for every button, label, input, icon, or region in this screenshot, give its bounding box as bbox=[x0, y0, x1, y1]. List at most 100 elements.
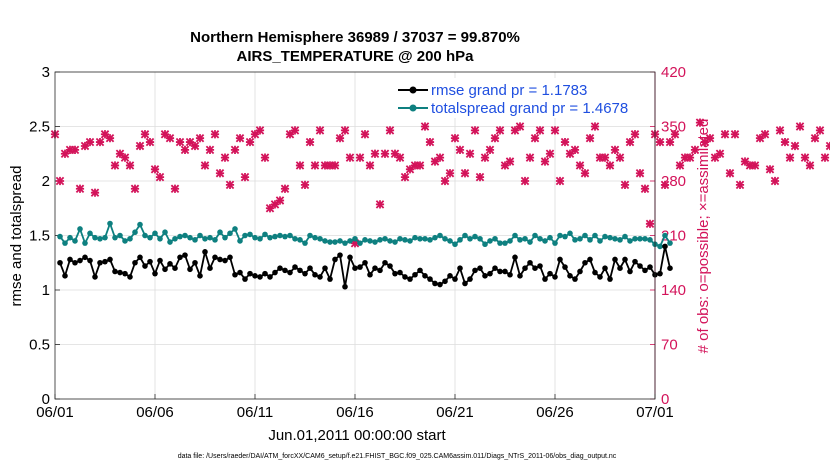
rmse-point bbox=[357, 264, 363, 270]
rmse-point bbox=[377, 267, 383, 274]
obs-point bbox=[635, 168, 645, 178]
obs-point bbox=[105, 133, 115, 143]
spread-point bbox=[197, 232, 203, 239]
spread-point bbox=[502, 240, 508, 246]
rmse-point bbox=[232, 271, 238, 278]
obs-point bbox=[590, 122, 600, 131]
spread-point bbox=[527, 239, 533, 245]
spread-point bbox=[82, 240, 88, 246]
spread-point bbox=[622, 233, 628, 240]
rmse-point bbox=[407, 276, 413, 282]
spread-point bbox=[107, 220, 113, 227]
rmse-point bbox=[607, 276, 613, 282]
rmse-point bbox=[167, 261, 173, 267]
obs-point bbox=[475, 172, 485, 182]
rmse-point bbox=[542, 276, 548, 282]
obs-point bbox=[750, 161, 760, 170]
rmse-point bbox=[227, 254, 233, 261]
rmse-point bbox=[662, 243, 668, 250]
obs-point bbox=[295, 161, 305, 170]
rmse-point bbox=[422, 273, 428, 279]
rmse-point bbox=[507, 271, 513, 278]
spread-point bbox=[387, 238, 393, 244]
obs-point bbox=[470, 126, 480, 135]
rmse-point bbox=[392, 270, 398, 277]
rmse-point bbox=[437, 281, 443, 288]
spread-point bbox=[267, 234, 273, 241]
spread-point bbox=[177, 233, 183, 240]
spread-point bbox=[367, 238, 373, 244]
obs-point bbox=[800, 153, 810, 162]
obs-point bbox=[355, 153, 365, 162]
rmse-point bbox=[67, 256, 73, 263]
rmse-point bbox=[527, 259, 533, 266]
rmse-point bbox=[597, 274, 603, 280]
rmse-point bbox=[552, 274, 558, 280]
rmse-point bbox=[637, 263, 643, 269]
spread-point bbox=[547, 234, 553, 241]
obs-point bbox=[440, 176, 450, 186]
rmse-point bbox=[267, 274, 273, 280]
rmse-point bbox=[212, 254, 218, 261]
obs-point bbox=[235, 133, 245, 143]
obs-point bbox=[755, 133, 765, 143]
spread-point bbox=[67, 234, 73, 241]
obs-point bbox=[625, 137, 635, 147]
obs-point bbox=[765, 165, 775, 174]
rmse-point bbox=[472, 267, 478, 274]
rmse-point bbox=[327, 276, 333, 282]
obs-point bbox=[485, 145, 495, 155]
spread-point bbox=[667, 240, 673, 246]
obs-point bbox=[720, 130, 730, 139]
rmse-point bbox=[417, 267, 423, 274]
rmse-point bbox=[272, 269, 278, 276]
spread-point bbox=[297, 237, 303, 243]
spread-point bbox=[447, 238, 453, 244]
legend-swatch-rmse-marker bbox=[409, 86, 417, 94]
rmse-point bbox=[152, 270, 158, 277]
spread-point bbox=[587, 237, 593, 243]
obs-point bbox=[360, 130, 370, 139]
spread-point bbox=[477, 235, 483, 242]
obs-point bbox=[685, 153, 695, 162]
spread-point bbox=[487, 238, 493, 244]
obs-point bbox=[675, 161, 685, 170]
spread-point bbox=[132, 229, 138, 236]
spread-point bbox=[657, 243, 663, 250]
spread-point bbox=[647, 237, 653, 243]
spread-point bbox=[507, 238, 513, 244]
rmse-point bbox=[147, 258, 153, 265]
rmse-point bbox=[667, 265, 673, 272]
obs-point bbox=[605, 161, 615, 170]
y-right-tick-label: 0 bbox=[661, 391, 669, 408]
rmse-point bbox=[187, 266, 193, 273]
obs-point bbox=[575, 161, 585, 170]
obs-point bbox=[465, 149, 475, 158]
obs-point bbox=[95, 137, 105, 147]
obs-point bbox=[450, 133, 460, 143]
x-axis: 06/01 06/06 06/11 06/16 06/21 06/26 07/01 bbox=[36, 394, 674, 421]
obs-point bbox=[275, 196, 285, 205]
obs-point bbox=[445, 168, 455, 178]
obs-point bbox=[690, 145, 700, 155]
spread-point bbox=[157, 235, 163, 242]
rmse-point bbox=[452, 276, 458, 282]
obs-point bbox=[350, 239, 360, 248]
spread-point bbox=[212, 237, 218, 243]
rmse-point bbox=[292, 264, 298, 270]
spread-point bbox=[217, 229, 223, 236]
legend-box bbox=[392, 78, 650, 118]
spread-point bbox=[472, 233, 478, 240]
spread-point bbox=[542, 238, 548, 244]
spread-point bbox=[517, 237, 523, 243]
spread-point bbox=[192, 237, 198, 243]
y-left-tick-label: 1 bbox=[42, 282, 50, 299]
obs-point bbox=[310, 161, 320, 170]
spread-point bbox=[182, 232, 188, 239]
rmse-point bbox=[517, 273, 523, 279]
spread-point bbox=[397, 235, 403, 242]
rmse-point bbox=[477, 265, 483, 272]
obs-point bbox=[225, 180, 235, 190]
spread-point bbox=[572, 237, 578, 243]
